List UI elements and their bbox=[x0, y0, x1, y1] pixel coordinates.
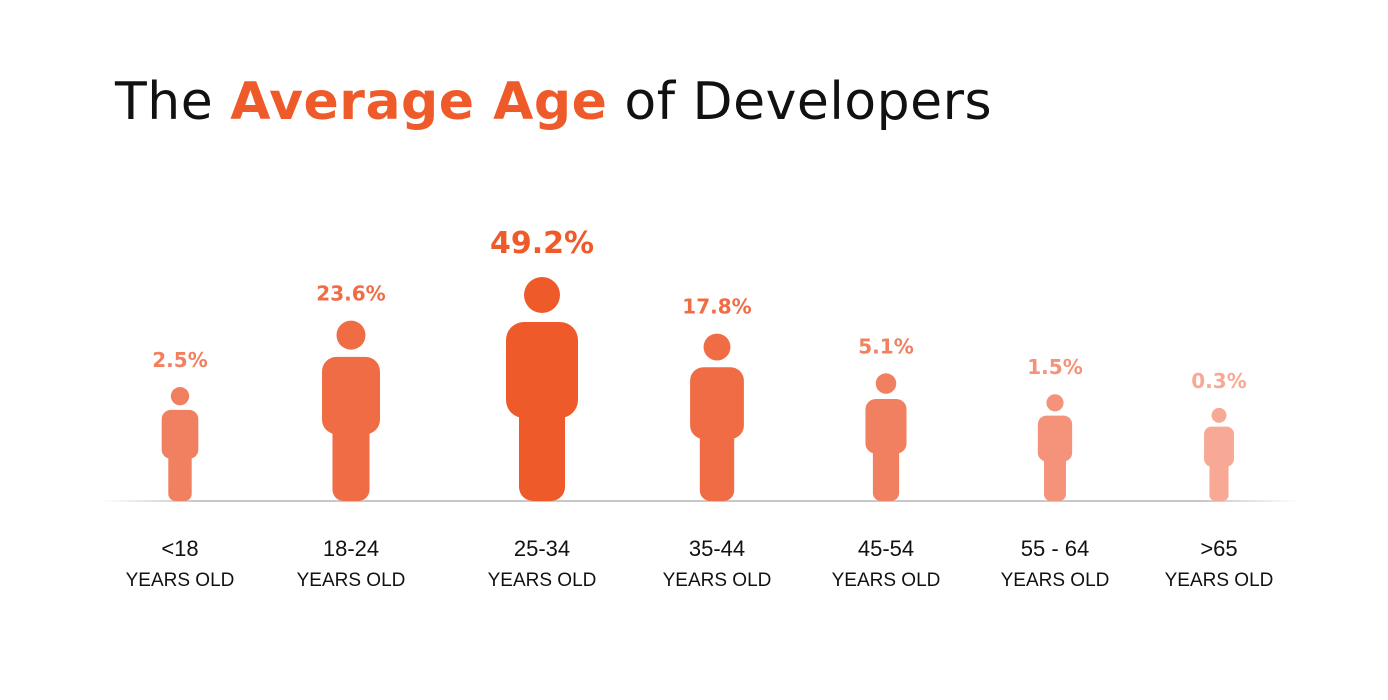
value-label: 23.6% bbox=[316, 282, 385, 306]
value-label: 17.8% bbox=[682, 295, 751, 319]
category-label: 45-54 bbox=[858, 536, 914, 561]
category-sublabel: YEARS OLD bbox=[832, 570, 941, 591]
category-sublabel: YEARS OLD bbox=[488, 570, 597, 591]
category-sublabel: YEARS OLD bbox=[663, 570, 772, 591]
person-figure bbox=[322, 320, 380, 501]
title-highlight: Average Age bbox=[230, 72, 608, 132]
figure-legs bbox=[332, 410, 370, 501]
value-label: 0.3% bbox=[1191, 369, 1246, 393]
figure-head bbox=[703, 333, 731, 361]
category-label: 35-44 bbox=[689, 536, 745, 561]
figure-head bbox=[524, 277, 560, 313]
title-prefix: The bbox=[115, 72, 231, 132]
figure-legs bbox=[1044, 447, 1066, 501]
category-label: <18 bbox=[161, 536, 198, 561]
category-sublabel: YEARS OLD bbox=[1001, 570, 1110, 591]
figure-head bbox=[1211, 407, 1227, 423]
title-suffix: of Developers bbox=[607, 72, 993, 132]
figure-head bbox=[170, 386, 190, 406]
figure-head bbox=[336, 320, 366, 350]
category-sublabel: YEARS OLD bbox=[1165, 570, 1274, 591]
baseline bbox=[100, 500, 1300, 502]
figure-legs bbox=[699, 416, 735, 501]
figure-legs bbox=[1209, 454, 1229, 501]
category-sublabel: YEARS OLD bbox=[297, 570, 406, 591]
category-sublabel: YEARS OLD bbox=[126, 570, 235, 591]
figure-legs bbox=[168, 443, 192, 501]
person-figure bbox=[690, 333, 744, 501]
value-label: 49.2% bbox=[490, 226, 594, 261]
chart-title: The Average Age of Developers bbox=[115, 72, 992, 132]
person-figure bbox=[1037, 394, 1073, 501]
person-figure bbox=[1204, 407, 1234, 501]
person-figure bbox=[161, 386, 199, 501]
category-label: 55 - 64 bbox=[1021, 536, 1090, 561]
figure-legs bbox=[872, 436, 900, 501]
person-figure bbox=[865, 373, 907, 501]
person-figure bbox=[506, 277, 578, 501]
category-label: 18-24 bbox=[323, 536, 379, 561]
value-label: 5.1% bbox=[858, 334, 913, 358]
category-label: >65 bbox=[1200, 536, 1237, 561]
figure-head bbox=[1046, 394, 1064, 412]
figure-head bbox=[875, 373, 897, 394]
value-label: 2.5% bbox=[152, 348, 207, 372]
figure-legs bbox=[519, 388, 565, 501]
category-label: 25-34 bbox=[514, 536, 570, 561]
value-label: 1.5% bbox=[1027, 355, 1082, 379]
